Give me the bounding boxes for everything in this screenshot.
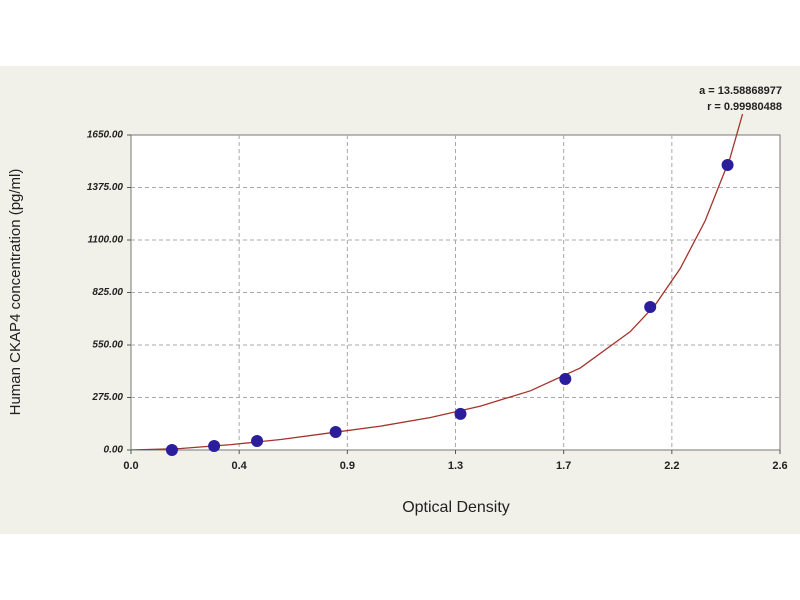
y-tick-label: 550.00: [92, 340, 123, 351]
annotation: r = 0.99980488: [707, 101, 782, 113]
data-point: [329, 426, 342, 439]
data-point: [454, 407, 467, 420]
data-point: [721, 158, 734, 171]
x-tick-label: 1.3: [448, 460, 463, 472]
x-tick-label: 1.7: [556, 460, 571, 472]
data-point: [644, 301, 657, 314]
y-tick-label: 825.00: [92, 287, 123, 298]
y-tick-label: 0.00: [104, 445, 124, 456]
x-tick-label: 2.2: [664, 460, 679, 472]
x-tick-label: 0.4: [232, 460, 248, 472]
x-tick-label: 2.6: [772, 460, 787, 472]
x-axis-label: Optical Density: [402, 499, 510, 516]
y-tick-label: 275.00: [91, 392, 123, 403]
y-tick-label: 1375.00: [87, 182, 124, 193]
y-axis-label: Human CKAP4 concentration (pg/ml): [7, 169, 24, 416]
x-tick-label: 0.0: [123, 460, 138, 472]
y-tick-label: 1650.00: [87, 130, 124, 141]
data-point: [559, 372, 572, 385]
data-point: [208, 439, 221, 452]
x-tick-label: 0.9: [340, 460, 355, 472]
data-point: [165, 444, 178, 456]
y-tick-label: 1100.00: [88, 235, 124, 246]
data-point: [251, 435, 264, 448]
annotation: a = 13.58868977: [699, 85, 782, 97]
